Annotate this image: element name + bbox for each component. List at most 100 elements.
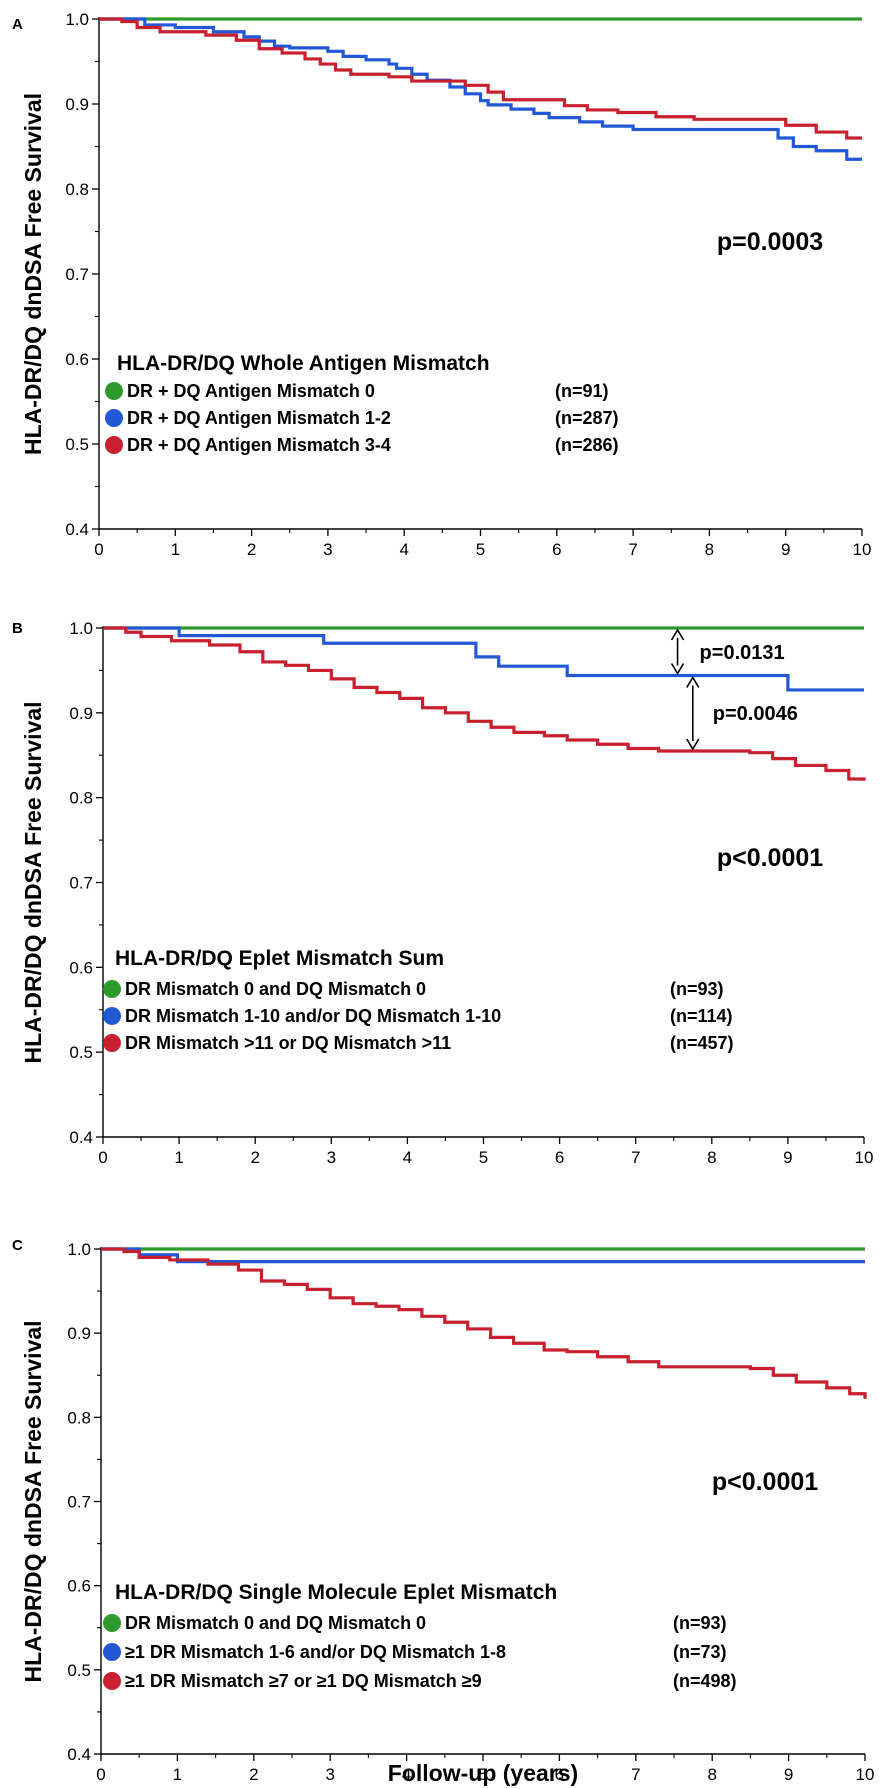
y-tick-label: 0.8 [69,789,93,808]
x-tick-label: 5 [478,1765,487,1784]
x-tick-label: 8 [707,1148,716,1167]
series-line-2 [101,1247,865,1264]
x-tick-label: 5 [479,1148,488,1167]
x-tick-label: 2 [250,1148,259,1167]
y-axis-title: HLA-DR/DQ dnDSA Free Survival [20,93,46,455]
x-tick-label: 2 [249,1765,258,1784]
legend-label: DR + DQ Antigen Mismatch 1-2 [127,408,391,428]
legend-title: HLA-DR/DQ Single Molecule Eplet Mismatch [115,1581,557,1604]
x-tick-label: 9 [784,1765,793,1784]
legend-count: (n=114) [670,1006,733,1026]
y-tick-label: 0.7 [67,1493,91,1512]
legend-label: DR + DQ Antigen Mismatch 0 [127,381,375,401]
x-tick-label: 5 [476,540,485,559]
annotation-arrow-2-head-up [686,675,700,688]
y-tick-label: 0.4 [69,1128,93,1147]
x-tick-label: 0 [98,1148,107,1167]
p-value-label: p<0.0001 [717,844,823,872]
y-tick-label: 0.9 [69,704,93,723]
legend-marker-2 [103,1007,121,1025]
x-tick-label: 9 [783,1148,792,1167]
legend-count: (n=287) [555,408,619,428]
legend-label: DR Mismatch 1-10 and/or DQ Mismatch 1-10 [125,1006,501,1026]
panel-letter: B [12,620,23,637]
x-tick-label: 10 [856,1765,875,1784]
panel-letter: C [12,1237,23,1254]
legend-label: ≥1 DR Mismatch 1-6 and/or DQ Mismatch 1-… [125,1642,506,1662]
p-value-label: p=0.0003 [717,228,823,256]
x-tick-label: 2 [247,540,256,559]
legend-count: (n=286) [555,435,619,455]
x-tick-label: 8 [707,1765,716,1784]
x-tick-label: 1 [174,1148,183,1167]
y-axis-title: HLA-DR/DQ dnDSA Free Survival [20,701,46,1063]
x-tick-label: 1 [171,540,180,559]
y-tick-label: 0.4 [65,520,89,539]
legend-count: (n=457) [670,1033,734,1053]
series-line-3 [101,1247,867,1399]
y-tick-label: 0.5 [65,435,89,454]
x-tick-label: 6 [555,1765,564,1784]
legend-label: DR Mismatch 0 and DQ Mismatch 0 [125,979,426,999]
x-tick-label: 10 [853,540,872,559]
x-tick-label: 0 [96,1765,105,1784]
x-tick-label: 10 [855,1148,874,1167]
series-line-2 [99,17,862,161]
y-tick-label: 0.8 [67,1408,91,1427]
series-line-2 [103,626,864,692]
legend-marker-1 [103,980,121,998]
x-tick-label: 3 [325,1765,334,1784]
y-tick-label: 0.4 [67,1745,91,1764]
legend-label: ≥1 DR Mismatch ≥7 or ≥1 DQ Mismatch ≥9 [125,1671,482,1691]
legend-count: (n=498) [673,1671,737,1691]
y-tick-label: 1.0 [67,1240,91,1259]
y-tick-label: 0.7 [69,874,93,893]
legend-marker-2 [105,409,123,427]
y-tick-label: 0.6 [69,958,93,977]
y-tick-label: 0.9 [65,95,89,114]
legend-label: DR Mismatch >11 or DQ Mismatch >11 [125,1033,451,1053]
legend-count: (n=93) [670,979,724,999]
x-tick-label: 0 [94,540,103,559]
x-tick-label: 6 [555,1148,564,1167]
annotation-arrow-1-head-down [670,663,685,676]
panel-letter: A [12,16,23,33]
legend-label: DR + DQ Antigen Mismatch 3-4 [127,435,391,455]
x-tick-label: 4 [402,1765,411,1784]
legend-label: DR Mismatch 0 and DQ Mismatch 0 [125,1613,426,1633]
annotation-arrow-1-head-up [670,628,685,641]
legend-count: (n=93) [673,1613,727,1633]
y-tick-label: 0.8 [65,180,89,199]
annotation-arrow-2-head-down [686,738,700,751]
legend-count: (n=91) [555,381,609,401]
chart-panel-a: A 0.4 0.5 0.6 0.7 0.8 0.9 1.0 0 1 2 3 4 5 6 7 8 9 10 HLA-DR… [12,10,871,559]
y-tick-label: 0.6 [67,1577,91,1596]
x-axis-title: Follow-up (years) [388,1760,578,1786]
legend-marker-3 [103,1672,121,1690]
y-tick-label: 0.7 [65,265,89,284]
p-value-label: p<0.0001 [712,1468,818,1496]
series-line-3 [103,626,866,781]
legend-title: HLA-DR/DQ Whole Antigen Mismatch [117,352,490,375]
chart-panel-c: C 0.4 0.5 0.6 0.7 0.8 0.9 1.0 0 1 2 3 4 5 6 7 8 9 10 HLA-DR… [12,1237,874,1786]
annotation-p-blue-red: p=0.0046 [713,703,798,725]
y-tick-label: 0.5 [67,1661,91,1680]
x-tick-label: 8 [705,540,714,559]
x-tick-label: 9 [781,540,790,559]
x-tick-label: 1 [173,1765,182,1784]
legend-marker-2 [103,1643,121,1661]
y-axis-title: HLA-DR/DQ dnDSA Free Survival [20,1320,46,1682]
legend-title: HLA-DR/DQ Eplet Mismatch Sum [115,947,444,970]
legend-count: (n=73) [673,1642,727,1662]
y-tick-label: 0.6 [65,350,89,369]
y-tick-label: 0.9 [67,1324,91,1343]
x-tick-label: 3 [323,540,332,559]
annotation-p-green-blue: p=0.0131 [700,642,785,664]
x-tick-label: 4 [403,1148,412,1167]
x-tick-label: 6 [552,540,561,559]
legend-marker-1 [103,1614,121,1632]
x-tick-label: 7 [631,1765,640,1784]
x-tick-label: 4 [399,540,408,559]
x-tick-label: 7 [628,540,637,559]
